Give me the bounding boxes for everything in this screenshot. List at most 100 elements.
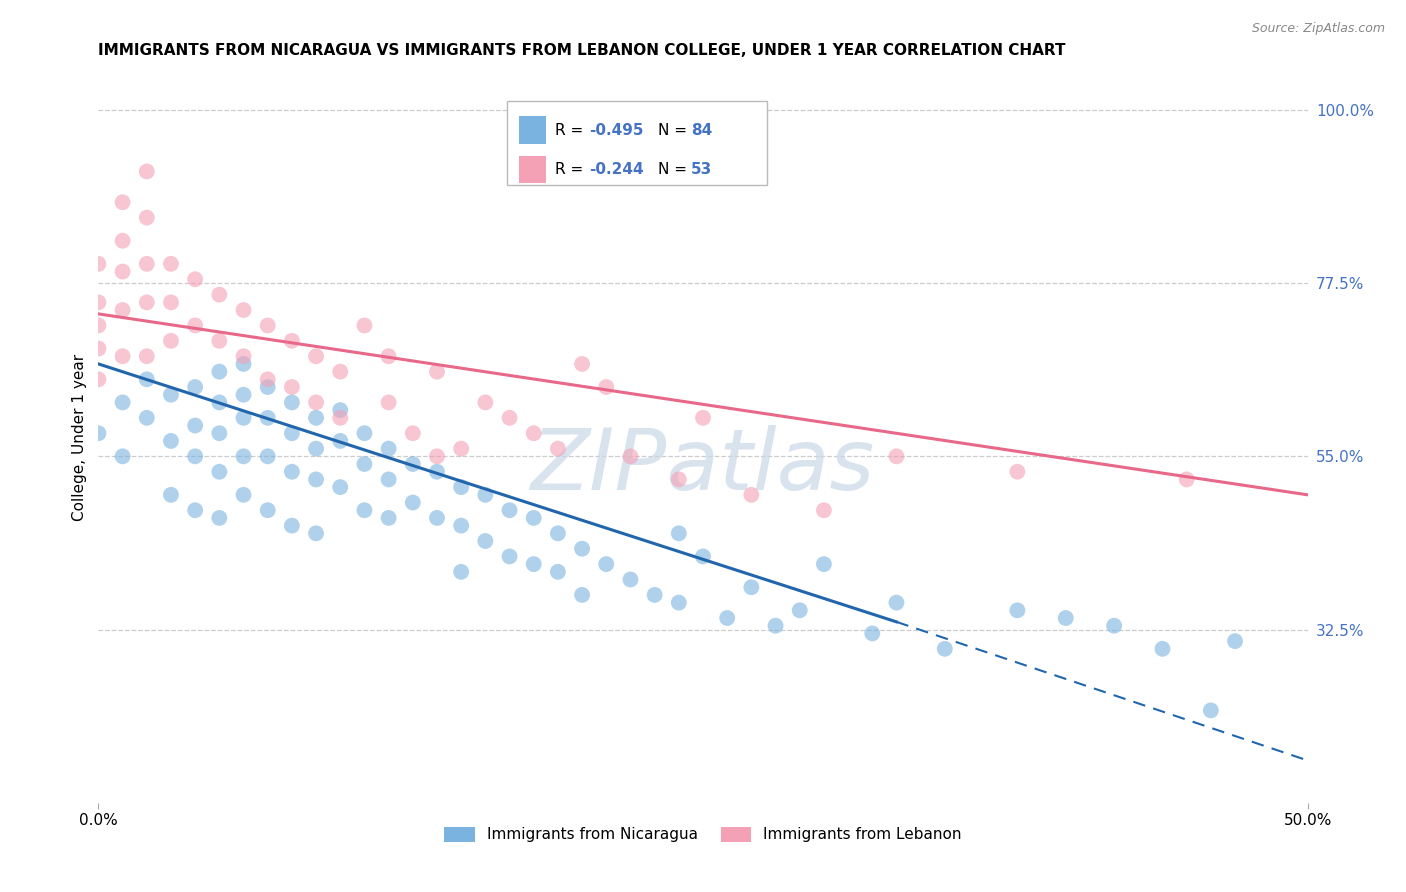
Point <box>813 557 835 571</box>
Point <box>305 395 328 409</box>
Point <box>111 234 134 248</box>
Point <box>281 395 304 409</box>
Point <box>135 164 157 178</box>
Point <box>87 372 110 386</box>
Point <box>934 641 956 656</box>
Text: -0.244: -0.244 <box>589 162 644 178</box>
Point <box>160 295 183 310</box>
FancyBboxPatch shape <box>508 101 768 185</box>
Point <box>87 342 110 356</box>
Point <box>716 611 738 625</box>
Point <box>329 403 352 417</box>
Text: N =: N = <box>658 122 692 137</box>
Legend: Immigrants from Nicaragua, Immigrants from Lebanon: Immigrants from Nicaragua, Immigrants fr… <box>436 819 970 850</box>
Point <box>232 410 254 425</box>
Point <box>377 442 399 456</box>
Point <box>305 526 328 541</box>
Text: Source: ZipAtlas.com: Source: ZipAtlas.com <box>1251 22 1385 36</box>
Point <box>886 596 908 610</box>
Point <box>135 257 157 271</box>
Point <box>1007 465 1029 479</box>
Point <box>547 442 569 456</box>
Point <box>1152 641 1174 656</box>
Point <box>377 511 399 525</box>
Point <box>1223 634 1246 648</box>
Point <box>232 388 254 402</box>
Y-axis label: College, Under 1 year: College, Under 1 year <box>72 353 87 521</box>
Point <box>377 395 399 409</box>
Point <box>740 488 762 502</box>
Point <box>353 503 375 517</box>
Point <box>789 603 811 617</box>
Text: N =: N = <box>658 162 692 178</box>
Text: IMMIGRANTS FROM NICARAGUA VS IMMIGRANTS FROM LEBANON COLLEGE, UNDER 1 YEAR CORRE: IMMIGRANTS FROM NICARAGUA VS IMMIGRANTS … <box>98 43 1066 58</box>
Point <box>450 480 472 494</box>
Point <box>450 442 472 456</box>
Point <box>256 372 278 386</box>
Point <box>571 357 593 371</box>
Point <box>281 334 304 348</box>
Point <box>619 450 641 464</box>
Point <box>111 395 134 409</box>
Point <box>256 410 278 425</box>
Point <box>498 549 520 564</box>
Point <box>256 318 278 333</box>
Point <box>474 395 496 409</box>
Point <box>426 450 449 464</box>
Point <box>498 503 520 517</box>
Point <box>184 450 207 464</box>
Point <box>232 349 254 363</box>
Point <box>208 334 231 348</box>
Point <box>184 272 207 286</box>
Point <box>402 495 425 509</box>
Bar <box>519 116 546 144</box>
Point <box>668 596 690 610</box>
Point <box>184 380 207 394</box>
Point <box>860 626 883 640</box>
Point <box>208 395 231 409</box>
Point <box>256 503 278 517</box>
Point <box>426 365 449 379</box>
Point <box>256 450 278 464</box>
Point <box>329 434 352 448</box>
Point <box>111 349 134 363</box>
Point <box>353 426 375 441</box>
Point <box>305 349 328 363</box>
Point <box>208 287 231 301</box>
Point <box>87 426 110 441</box>
Point <box>498 410 520 425</box>
Point <box>353 457 375 471</box>
Point <box>184 503 207 517</box>
Point <box>281 426 304 441</box>
Point <box>184 418 207 433</box>
Text: 84: 84 <box>690 122 713 137</box>
Point <box>619 573 641 587</box>
Point <box>547 565 569 579</box>
Point <box>523 557 546 571</box>
Point <box>547 526 569 541</box>
Point <box>353 318 375 333</box>
Point <box>87 318 110 333</box>
Point <box>111 303 134 318</box>
Point <box>135 372 157 386</box>
Point <box>111 195 134 210</box>
Point <box>377 472 399 486</box>
Point <box>135 349 157 363</box>
Point <box>595 380 617 394</box>
Point <box>426 465 449 479</box>
Point <box>668 472 690 486</box>
Point <box>474 534 496 549</box>
Point <box>160 488 183 502</box>
Point <box>87 257 110 271</box>
Point <box>111 450 134 464</box>
Point <box>813 503 835 517</box>
Point <box>135 410 157 425</box>
Point <box>208 426 231 441</box>
Point <box>232 357 254 371</box>
Text: R =: R = <box>555 162 589 178</box>
Point <box>1199 703 1222 717</box>
Point <box>160 334 183 348</box>
Point <box>256 380 278 394</box>
Point <box>426 511 449 525</box>
Point <box>232 450 254 464</box>
